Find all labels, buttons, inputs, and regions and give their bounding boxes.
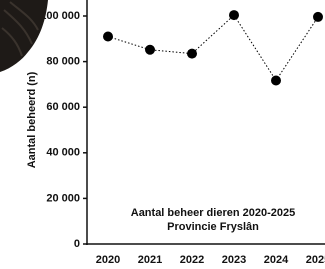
x-tick-label: 2021 — [138, 254, 162, 266]
marker — [145, 45, 155, 55]
annotation: Provincie Fryslân — [167, 221, 259, 233]
line — [108, 15, 318, 80]
y-tick-label: 60 000 — [46, 101, 80, 113]
x-tick-label: 2020 — [96, 254, 120, 266]
decorative-wing — [0, 0, 48, 72]
y-axis-title: Aantal beheerd (n) — [26, 71, 38, 168]
annotation: Aantal beheer dieren 2020-2025 — [131, 207, 295, 219]
x-tick-label: 2024 — [264, 254, 289, 266]
marker — [271, 76, 281, 86]
y-tick-label: 40 000 — [46, 147, 80, 159]
y-tick-label: 20 000 — [46, 192, 80, 204]
x-tick-label: 2025 — [306, 254, 325, 266]
chart: Aantal beheerd (n) 0 20 000 40 000 60 000 80… — [0, 0, 325, 269]
marker — [103, 32, 113, 42]
marker — [313, 12, 323, 22]
x-tick-label: 2023 — [222, 254, 246, 266]
x-tick-label: 2022 — [180, 254, 204, 266]
page: {"chart_data": {"type": "line", "y_label… — [0, 0, 325, 269]
marker — [187, 49, 197, 59]
marker — [229, 10, 239, 20]
y-tick-label: 0 — [74, 238, 80, 250]
y-tick-label: 80 000 — [46, 56, 80, 68]
